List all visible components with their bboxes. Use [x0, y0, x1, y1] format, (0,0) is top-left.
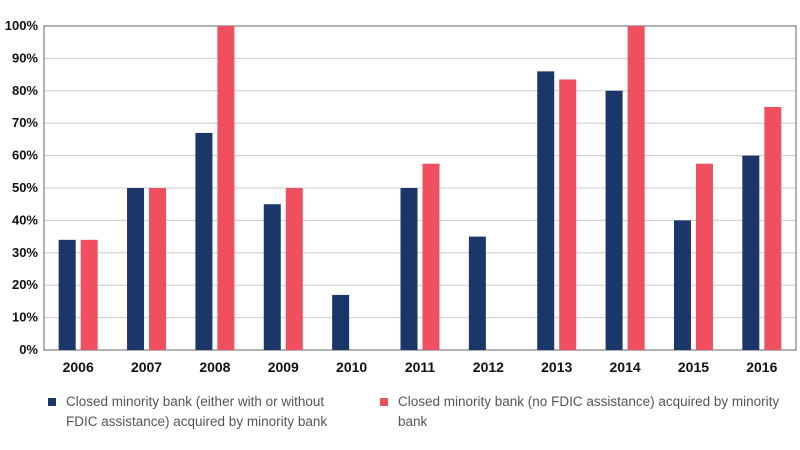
bar-series2-2009 [285, 188, 303, 350]
y-tick-label-2: 20% [12, 277, 38, 292]
bar-series2-2014 [627, 26, 645, 350]
bar-layer [58, 26, 782, 351]
bar-chart: 0%10%20%30%40%50%60%70%80%90%100% 2006 20… [5, 18, 797, 375]
x-tick-label-2010: 2010 [336, 359, 367, 375]
y-tick-labels: 0% 10% 20% 30% 40% 50% 60% 70% 80% 90% 100% [5, 18, 39, 357]
x-tick-label-2008: 2008 [199, 359, 230, 375]
x-tick-label-2016: 2016 [746, 359, 777, 375]
y-tick-label-8: 80% [12, 83, 38, 98]
x-tick-label-2007: 2007 [131, 359, 162, 375]
bar-series1-2009 [263, 204, 281, 350]
grid-layer [43, 25, 797, 351]
bar-series2-2011 [422, 163, 440, 350]
y-tick-label-7: 70% [12, 115, 38, 130]
bar-series1-2010 [332, 294, 350, 350]
bar-series1-2011 [400, 188, 418, 350]
bar-series1-2012 [468, 236, 486, 350]
bar-series1-2014 [605, 90, 623, 351]
x-tick-label-2009: 2009 [268, 359, 299, 375]
bar-series2-2007 [149, 188, 167, 350]
bar-series1-2006 [58, 239, 76, 350]
legend-label-series1-line1: Closed minority bank (either with or wit… [66, 394, 325, 409]
y-tick-label-10: 100% [5, 18, 39, 33]
bar-series1-2013 [537, 71, 555, 351]
bar-series1-2015 [673, 220, 691, 350]
y-tick-label-0: 0% [19, 342, 38, 357]
x-tick-label-2012: 2012 [473, 359, 504, 375]
legend-swatch-series2 [380, 398, 388, 406]
x-tick-label-2014: 2014 [610, 359, 641, 375]
x-tick-labels: 2006 2007 2008 2009 2010 2011 2012 2013 2014 2015… [63, 359, 778, 375]
y-tick-label-1: 10% [12, 310, 38, 325]
x-tick-label-2011: 2011 [405, 359, 436, 375]
bar-series2-2006 [80, 239, 98, 350]
y-tick-label-4: 40% [12, 212, 38, 227]
legend-label-series2-line1: Closed minority bank (no FDIC assistance… [398, 394, 780, 429]
y-tick-label-5: 50% [12, 180, 38, 195]
bar-series1-2008 [195, 132, 213, 350]
bar-series1-2016 [742, 155, 760, 350]
y-tick-label-3: 30% [12, 245, 38, 260]
legend: Closed minority bank (either with or wit… [0, 392, 800, 442]
bar-series2-2013 [559, 79, 577, 351]
y-tick-label-9: 90% [12, 50, 38, 65]
bar-series2-2015 [695, 163, 713, 350]
legend-swatch-series1 [48, 398, 56, 406]
legend-item-series2: Closed minority bank (no FDIC assistance… [380, 392, 790, 432]
y-tick-label-6: 60% [12, 148, 38, 163]
legend-item-series1: Closed minority bank (either with or wit… [48, 392, 338, 432]
bar-series2-2008 [217, 26, 235, 350]
bar-series1-2007 [127, 188, 145, 350]
x-tick-label-2006: 2006 [63, 359, 94, 375]
plot-frame [43, 25, 797, 351]
legend-label-series1-line2: FDIC assistance) acquired by minority ba… [66, 414, 328, 429]
x-tick-label-2013: 2013 [541, 359, 572, 375]
bar-series2-2016 [764, 107, 782, 350]
x-tick-label-2015: 2015 [678, 359, 709, 375]
